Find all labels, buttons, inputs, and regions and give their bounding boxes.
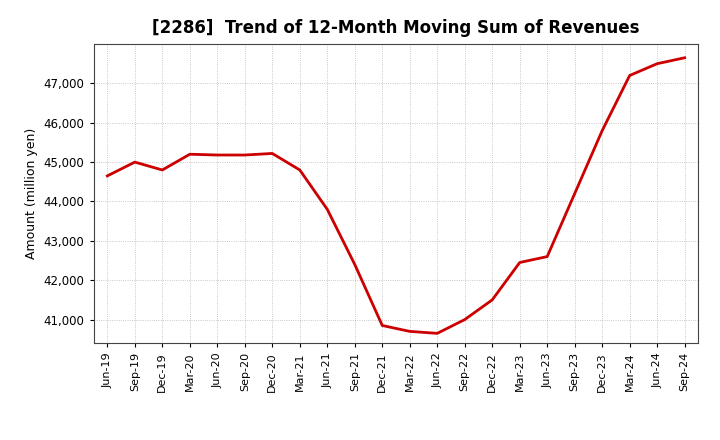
Title: [2286]  Trend of 12-Month Moving Sum of Revenues: [2286] Trend of 12-Month Moving Sum of R… — [152, 19, 640, 37]
Y-axis label: Amount (million yen): Amount (million yen) — [25, 128, 38, 259]
